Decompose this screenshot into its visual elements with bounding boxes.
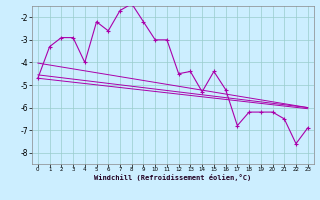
X-axis label: Windchill (Refroidissement éolien,°C): Windchill (Refroidissement éolien,°C) [94, 174, 252, 181]
